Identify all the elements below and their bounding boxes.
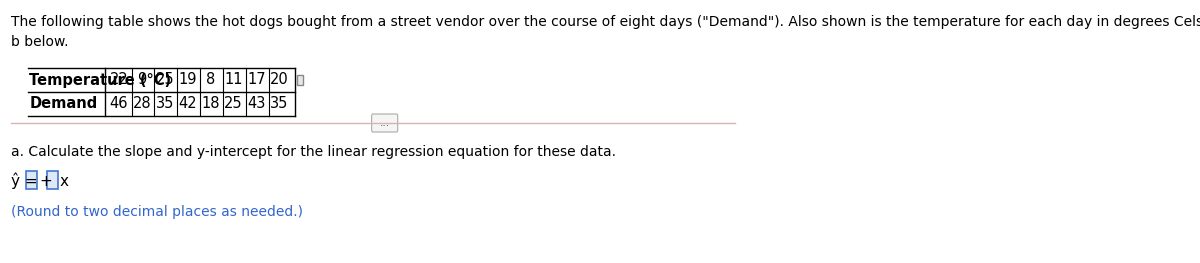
Text: 43: 43 xyxy=(247,97,265,112)
Text: 20: 20 xyxy=(270,73,289,88)
Text: 17: 17 xyxy=(247,73,266,88)
Text: Temperature (°C): Temperature (°C) xyxy=(29,73,172,88)
FancyBboxPatch shape xyxy=(47,171,59,189)
Text: 28: 28 xyxy=(132,97,151,112)
Text: 42: 42 xyxy=(179,97,197,112)
Text: 18: 18 xyxy=(202,97,220,112)
Text: 35: 35 xyxy=(270,97,289,112)
Text: 11: 11 xyxy=(224,73,242,88)
FancyBboxPatch shape xyxy=(298,75,304,85)
Text: 22: 22 xyxy=(109,73,128,88)
Text: 35: 35 xyxy=(156,97,174,112)
Text: 8: 8 xyxy=(206,73,215,88)
Text: +: + xyxy=(40,174,53,189)
Text: 46: 46 xyxy=(109,97,128,112)
Text: 25: 25 xyxy=(156,73,174,88)
Text: 19: 19 xyxy=(179,73,197,88)
Text: 9: 9 xyxy=(137,73,146,88)
Text: (Round to two decimal places as needed.): (Round to two decimal places as needed.) xyxy=(11,205,304,219)
FancyBboxPatch shape xyxy=(26,171,37,189)
Text: x: x xyxy=(60,174,68,189)
Text: The following table shows the hot dogs bought from a street vendor over the cour: The following table shows the hot dogs b… xyxy=(11,15,1200,49)
FancyBboxPatch shape xyxy=(372,114,397,132)
Text: ŷ =: ŷ = xyxy=(11,173,37,189)
Text: a. Calculate the slope and y-intercept for the linear regression equation for th: a. Calculate the slope and y-intercept f… xyxy=(11,145,616,159)
Text: 25: 25 xyxy=(224,97,242,112)
Text: ...: ... xyxy=(379,118,390,128)
Text: Demand: Demand xyxy=(29,97,97,112)
